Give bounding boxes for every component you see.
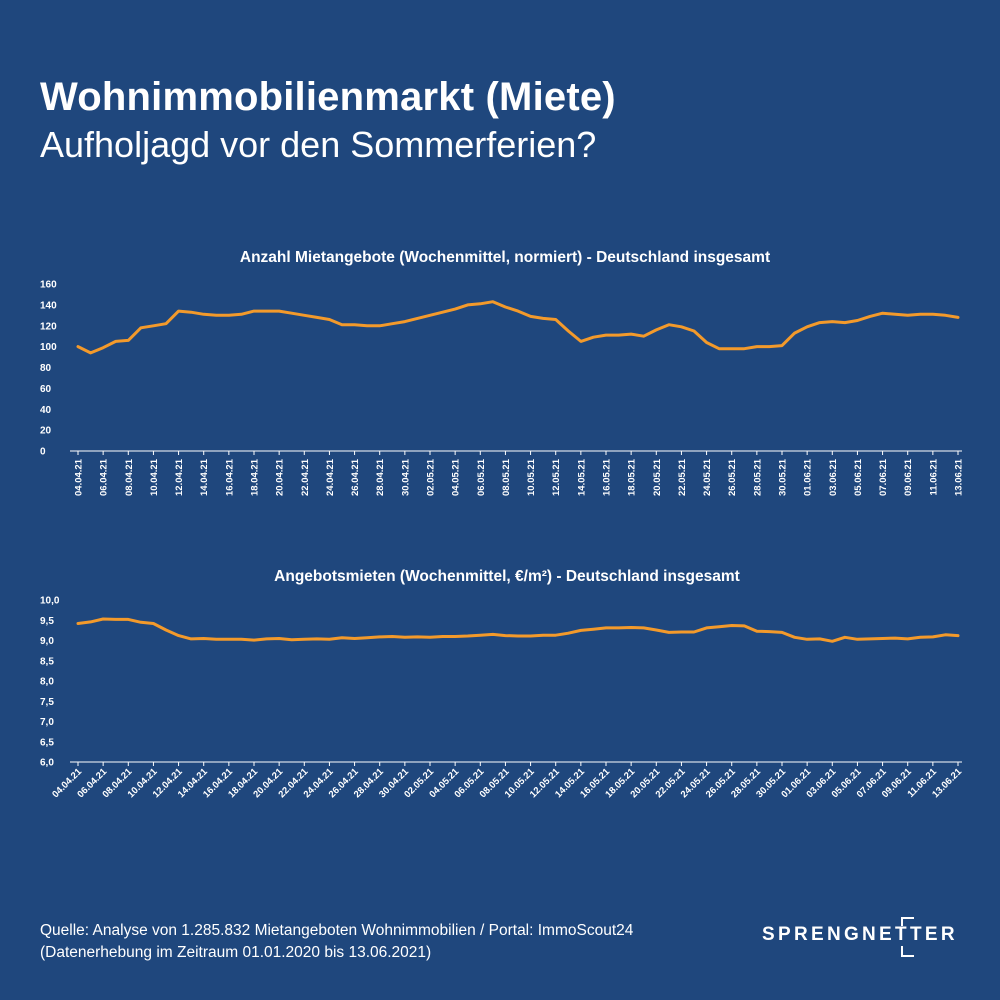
chart-title: Angebotsmieten (Wochenmittel, €/m²) - De… [274,568,740,585]
x-tick-label: 10.05.21 [526,458,537,496]
data-series-line [76,617,960,643]
source-line-1: Quelle: Analyse von 1.285.832 Mietangebo… [40,922,634,939]
y-tick-label: 140 [40,300,57,311]
y-tick-label: 80 [40,363,52,374]
x-tick-label: 07.06.21 [878,458,889,496]
x-tick-label: 28.05.21 [752,458,763,496]
y-tick-label: 6,0 [40,758,54,769]
y-tick-label: 100 [40,342,57,353]
x-tick-label: 05.06.21 [853,458,864,496]
y-tick-label: 20 [40,426,52,437]
x-tick-label: 13.06.21 [954,458,965,496]
x-tick-label: 16.05.21 [602,458,613,496]
x-tick-label: 03.06.21 [828,458,839,496]
x-tick-label: 26.05.21 [727,458,738,496]
source-line-2: (Datenerhebung im Zeitraum 01.01.2020 bi… [40,944,432,961]
y-tick-label: 40 [40,405,52,416]
x-tick-label: 06.04.21 [99,458,110,496]
x-tick-label: 12.05.21 [551,458,562,496]
x-tick-label: 04.04.21 [74,458,85,496]
page-title: Wohnimmobilienmarkt (Miete) [40,75,616,119]
x-tick-label: 06.05.21 [476,458,487,496]
x-tick-label: 24.05.21 [702,458,713,496]
y-tick-label: 8,5 [40,656,54,667]
y-tick-label: 120 [40,321,57,332]
x-tick-label: 08.04.21 [124,458,135,496]
x-tick-label: 24.04.21 [325,458,336,496]
x-tick-label: 08.05.21 [501,458,512,496]
x-tick-label: 14.05.21 [576,458,587,496]
y-tick-label: 9,5 [40,616,54,627]
y-tick-label: 10,0 [40,596,60,607]
y-tick-label: 9,0 [40,636,54,647]
y-tick-label: 6,5 [40,737,54,748]
asking-rent-chart: Angebotsmieten (Wochenmittel, €/m²) - De… [40,568,965,800]
x-tick-label: 12.04.21 [174,458,185,496]
x-tick-label: 22.05.21 [677,458,688,496]
x-tick-label: 20.04.21 [275,458,286,496]
source-note: Quelle: Analyse von 1.285.832 Mietangebo… [40,920,633,964]
x-tick-label: 14.04.21 [199,458,210,496]
offers-count-chart: Anzahl Mietangebote (Wochenmittel, normi… [40,249,965,496]
x-tick-label: 22.04.21 [300,458,311,496]
y-tick-label: 7,5 [40,697,54,708]
x-tick-label: 10.04.21 [149,458,160,496]
x-tick-label: 01.06.21 [803,458,814,496]
page-subtitle: Aufholjagd vor den Sommerferien? [40,124,597,165]
x-tick-label: 02.05.21 [426,458,437,496]
logo-mark-icon [901,917,914,957]
x-tick-label: 18.04.21 [250,458,261,496]
y-tick-label: 160 [40,280,57,291]
y-tick-label: 60 [40,384,52,395]
y-tick-label: 0 [40,447,46,458]
y-tick-label: 8,0 [40,677,54,688]
data-series-line [76,300,960,355]
x-tick-label: 30.05.21 [778,458,789,496]
x-tick-label: 30.04.21 [400,458,411,496]
x-tick-label: 16.04.21 [224,458,235,496]
logo-text: SPRENGNETTER [762,924,958,945]
x-tick-label: 28.04.21 [375,458,386,496]
x-tick-label: 18.05.21 [627,458,638,496]
x-tick-label: 11.06.21 [928,458,939,495]
y-tick-label: 7,0 [40,717,54,728]
x-tick-label: 09.06.21 [903,458,914,496]
x-tick-label: 26.04.21 [350,458,361,496]
sprengnetter-logo: SPRENGNETTER [762,912,955,962]
x-tick-label: 04.05.21 [451,458,462,496]
chart-title: Anzahl Mietangebote (Wochenmittel, normi… [240,249,770,266]
x-tick-label: 20.05.21 [652,458,663,496]
